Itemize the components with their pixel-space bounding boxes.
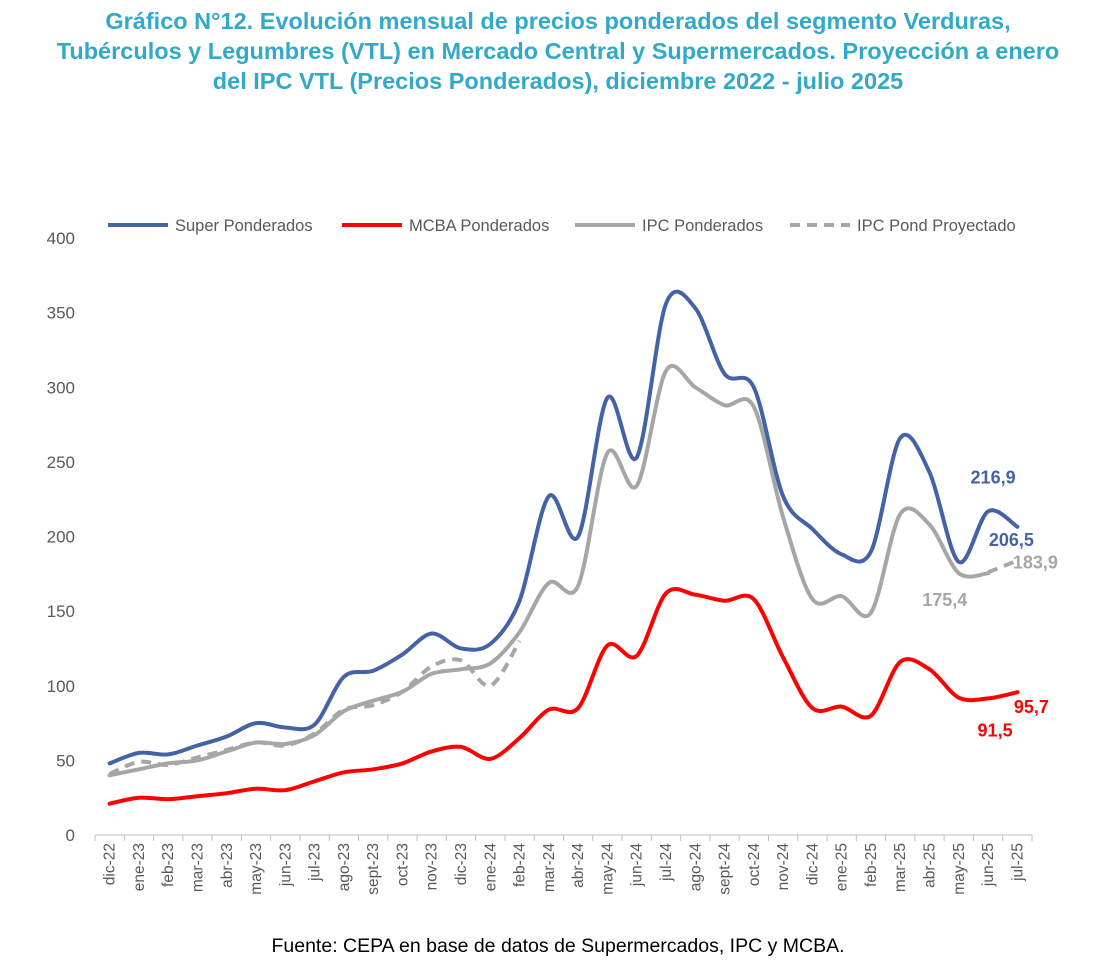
x-tick-label-jul-23: jul-23 xyxy=(307,843,324,882)
y-tick-label-350: 350 xyxy=(47,304,75,323)
y-tick-label-0: 0 xyxy=(66,826,75,845)
x-tick-label-ago-24: ago-24 xyxy=(687,843,704,892)
series-line-ipc-pond-proyectado xyxy=(108,558,1019,776)
data-label-ipc-ponderados: 175,4 xyxy=(922,590,967,610)
x-tick-label-jul-24: jul-24 xyxy=(658,843,675,882)
x-tick-label-sept-24: sept-24 xyxy=(717,843,734,895)
x-tick-label-feb-24: feb-24 xyxy=(512,843,529,887)
x-tick-label-ene-23: ene-23 xyxy=(131,843,148,891)
x-tick-label-dic-24: dic-24 xyxy=(804,843,821,886)
x-tick-label-dic-22: dic-22 xyxy=(102,843,119,885)
series-line-mcba-ponderados xyxy=(107,587,1020,806)
data-label-ipc-pond-proyectado: 183,9 xyxy=(1013,553,1058,573)
x-tick-label-mar-23: mar-23 xyxy=(189,843,206,892)
x-tick-label-feb-25: feb-25 xyxy=(863,843,880,887)
x-tick-label-may-24: may-24 xyxy=(599,843,616,895)
x-tick-label-mar-24: mar-24 xyxy=(541,843,558,892)
legend-label-mcba-ponderados: MCBA Ponderados xyxy=(409,217,549,235)
x-tick-label-nov-24: nov-24 xyxy=(775,843,792,891)
y-tick-label-100: 100 xyxy=(47,677,75,696)
x-tick-label-ene-24: ene-24 xyxy=(482,843,499,892)
legend-label-ipc-ponderados: IPC Ponderados xyxy=(642,217,763,235)
y-tick-label-300: 300 xyxy=(47,378,75,397)
legend-label-ipc-pond-proyectado: IPC Pond Proyectado xyxy=(857,217,1016,235)
x-axis: dic-22 ene-23 feb-23 mar-23 abr-23 may-23 jun-… xyxy=(94,834,1033,895)
data-label-mcba-ponderados: 95,7 xyxy=(1014,697,1049,717)
x-tick-label-abr-23: abr-23 xyxy=(219,843,236,888)
x-tick-label-jul-25: jul-25 xyxy=(1009,843,1026,882)
y-axis: 0 50 100 150 200 250 300 350 400 xyxy=(47,229,75,845)
data-label-super-ponderados: 206,5 xyxy=(989,530,1034,550)
y-tick-label-250: 250 xyxy=(47,453,75,472)
x-tick-label-abr-24: abr-24 xyxy=(570,843,587,888)
series-line-super-ponderados xyxy=(107,289,1020,766)
x-tick-label-ago-23: ago-23 xyxy=(336,843,353,891)
chart-legend: Super Ponderados MCBA Ponderados IPC Ponde… xyxy=(108,217,1016,235)
data-label-super-ponderados: 216,9 xyxy=(971,467,1016,487)
x-tick-label-oct-24: oct-24 xyxy=(746,843,763,886)
data-label-mcba-ponderados: 91,5 xyxy=(978,720,1013,740)
y-tick-label-50: 50 xyxy=(56,751,75,770)
series-line-ipc-ponderados xyxy=(107,364,991,778)
x-tick-label-sept-23: sept-23 xyxy=(365,843,382,895)
x-tick-label-may-23: may-23 xyxy=(248,843,265,895)
y-tick-label-400: 400 xyxy=(47,229,75,248)
x-tick-label-abr-25: abr-25 xyxy=(922,843,939,888)
chart-source: Fuente: CEPA en base de datos de Superme… xyxy=(271,935,845,957)
x-tick-label-feb-23: feb-23 xyxy=(160,843,177,887)
x-tick-label-mar-25: mar-25 xyxy=(892,843,909,892)
legend-label-super-ponderados: Super Ponderados xyxy=(175,217,313,235)
x-tick-label-oct-23: oct-23 xyxy=(394,843,411,886)
x-tick-label-jun-25: jun-25 xyxy=(980,843,997,887)
data-labels: 216,9 206,5 175,4 183,9 91,595,7 xyxy=(922,467,1058,740)
x-tick-label-may-25: may-25 xyxy=(951,843,968,895)
x-tick-label-nov-23: nov-23 xyxy=(424,843,441,890)
x-tick-label-ene-25: ene-25 xyxy=(834,843,851,891)
x-tick-label-jun-23: jun-23 xyxy=(277,843,294,887)
y-tick-label-200: 200 xyxy=(47,528,75,547)
series-layer xyxy=(107,289,1020,806)
x-tick-label-dic-23: dic-23 xyxy=(453,843,470,885)
y-tick-label-150: 150 xyxy=(47,602,75,621)
x-tick-label-jun-24: jun-24 xyxy=(629,843,646,887)
chart-title: Gráfico N°12. Evolución mensual de preci… xyxy=(56,8,1060,94)
